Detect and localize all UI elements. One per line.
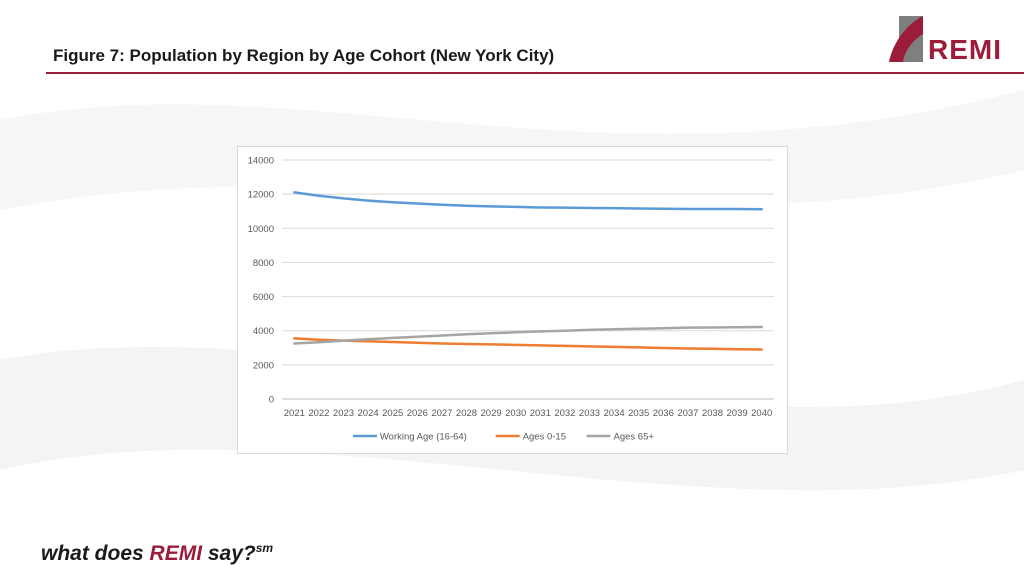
logo-wordmark: REMI <box>928 34 1002 65</box>
tagline: what does REMI say?sm <box>41 541 273 566</box>
x-tick-label: 2024 <box>358 408 379 419</box>
chart-frame: 0 2000 4000 6000 8000 10000 12000 14000 2021 2022… <box>237 146 788 454</box>
remi-logo-icon <box>889 16 923 62</box>
x-tick-label: 2026 <box>407 408 428 419</box>
y-tick-label: 14000 <box>248 156 274 167</box>
x-tick-label: 2033 <box>579 408 600 419</box>
x-tick-label: 2030 <box>505 408 526 419</box>
y-tick-label: 0 <box>269 395 274 406</box>
series-line <box>293 337 763 351</box>
legend-label: Ages 65+ <box>614 432 655 443</box>
y-tick-label: 12000 <box>248 190 274 201</box>
tagline-superscript: sm <box>255 541 274 555</box>
x-tick-label: 2037 <box>677 408 698 419</box>
series-line <box>293 325 763 345</box>
legend-label: Working Age (16-64) <box>380 432 467 443</box>
x-tick-label: 2039 <box>727 408 748 419</box>
x-tick-label: 2035 <box>628 408 649 419</box>
legend-label: Ages 0-15 <box>523 432 566 443</box>
y-tick-label: 6000 <box>253 292 274 303</box>
title-divider <box>46 72 1024 74</box>
tagline-suffix: say? <box>202 542 256 565</box>
x-tick-label: 2034 <box>604 408 625 419</box>
x-tick-label: 2028 <box>456 408 477 419</box>
x-tick-label: 2027 <box>431 408 452 419</box>
x-tick-label: 2032 <box>554 408 575 419</box>
x-tick-label: 2029 <box>481 408 502 419</box>
x-tick-label: 2040 <box>751 408 772 419</box>
x-tick-label: 2036 <box>653 408 674 419</box>
tagline-brand: REMI <box>149 542 203 565</box>
y-tick-label: 2000 <box>253 360 274 371</box>
slide-title: Figure 7: Population by Region by Age Co… <box>53 46 555 65</box>
x-tick-label: 2023 <box>333 408 354 419</box>
x-tick-label: 2038 <box>702 408 723 419</box>
y-tick-label: 4000 <box>253 326 274 337</box>
x-tick-label: 2021 <box>284 408 305 419</box>
x-tick-label: 2022 <box>308 408 329 419</box>
line-chart: 0 2000 4000 6000 8000 10000 12000 14000 2021 2022… <box>248 156 774 443</box>
y-tick-label: 8000 <box>253 258 274 269</box>
series-line <box>293 191 763 211</box>
x-tick-label: 2025 <box>382 408 403 419</box>
y-tick-label: 10000 <box>248 224 274 235</box>
x-tick-label: 2031 <box>530 408 551 419</box>
tagline-prefix: what does <box>41 542 150 565</box>
